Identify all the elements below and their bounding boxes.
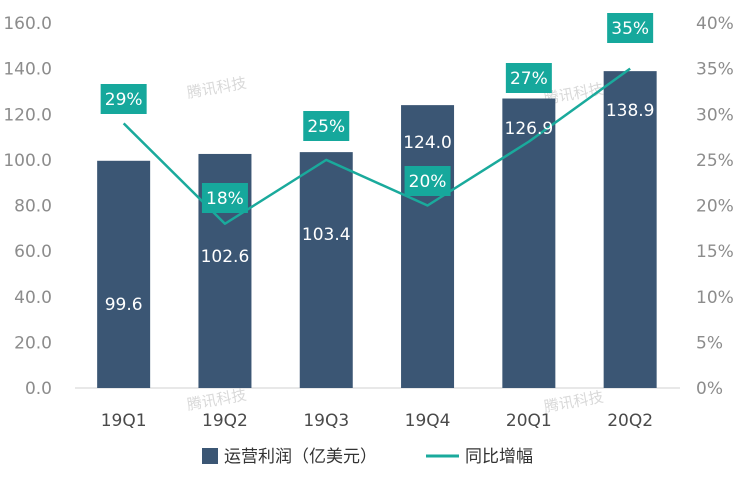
category-label: 19Q1 xyxy=(101,411,147,431)
bar-operating-profit xyxy=(299,152,353,388)
left-axis-tick-label: 80.0 xyxy=(14,197,52,217)
right-axis-tick-label: 35% xyxy=(696,60,734,80)
left-axis-tick-label: 120.0 xyxy=(3,105,52,125)
legend: 运营利润（亿美元） 同比增幅 xyxy=(202,447,533,467)
left-axis-tick-label: 100.0 xyxy=(3,151,52,171)
pct-value-label: 27% xyxy=(510,69,548,89)
category-label: 19Q2 xyxy=(202,411,248,431)
left-axis-tick-label: 40.0 xyxy=(14,288,52,308)
right-axis-tick-label: 20% xyxy=(696,197,734,217)
pct-labels: 29% 18% 25% 20% 27% 35% xyxy=(100,13,654,213)
category-label: 20Q2 xyxy=(607,411,653,431)
legend-bar-label: 运营利润（亿美元） xyxy=(224,447,377,467)
right-axis-tick-label: 10% xyxy=(696,288,734,308)
pct-label-box xyxy=(404,166,451,196)
bar-operating-profit xyxy=(603,71,657,389)
left-axis-tick-label: 160.0 xyxy=(3,14,52,34)
bar-value-label: 138.9 xyxy=(606,101,655,121)
right-axis-tick-label: 40% xyxy=(696,14,734,34)
pct-label-box xyxy=(505,63,552,93)
right-axis-tick-label: 5% xyxy=(696,333,723,353)
right-axis-tick-label: 0% xyxy=(696,379,723,399)
bar-labels: 99.6 102.6 103.4 124.0 126.9 138.9 xyxy=(105,101,655,315)
bar-value-label: 103.4 xyxy=(302,225,351,245)
pct-label-box xyxy=(303,111,350,141)
bar-operating-profit xyxy=(401,105,455,388)
pct-label-box xyxy=(201,183,248,213)
category-label: 19Q3 xyxy=(303,411,349,431)
legend-line-label: 同比增幅 xyxy=(465,447,533,467)
watermark-text: 腾讯科技 xyxy=(543,388,605,416)
left-axis: 0.0 20.0 40.0 60.0 80.0 100.0 120.0 140.0 160.0 xyxy=(3,14,680,399)
watermark-text: 腾讯科技 xyxy=(186,74,248,102)
right-axis-tick-label: 15% xyxy=(696,242,734,262)
right-axis: 0% 5% 10% 15% 20% 25% 30% 35% 40% xyxy=(696,14,734,399)
category-label: 19Q4 xyxy=(405,411,451,431)
pct-value-label: 25% xyxy=(307,117,345,137)
pct-value-label: 35% xyxy=(611,19,649,39)
left-axis-tick-label: 60.0 xyxy=(14,242,52,262)
pct-value-label: 29% xyxy=(105,90,143,110)
legend-bar-swatch xyxy=(202,448,218,464)
right-axis-tick-label: 25% xyxy=(696,151,734,171)
left-axis-tick-label: 0.0 xyxy=(25,379,52,399)
category-axis: 19Q1 19Q2 19Q3 19Q4 20Q1 20Q2 xyxy=(101,411,653,431)
pct-value-label: 18% xyxy=(206,189,244,209)
bar-operating-profit xyxy=(502,98,556,389)
right-axis-tick-label: 30% xyxy=(696,105,734,125)
pct-value-label: 20% xyxy=(409,172,447,192)
bar-value-label: 126.9 xyxy=(505,119,554,139)
bar-value-label: 102.6 xyxy=(201,247,250,267)
left-axis-tick-label: 20.0 xyxy=(14,333,52,353)
pct-label-box xyxy=(100,84,147,114)
left-axis-tick-label: 140.0 xyxy=(3,60,52,80)
bars xyxy=(97,71,657,389)
bar-value-label: 124.0 xyxy=(403,133,452,153)
category-label: 20Q1 xyxy=(506,411,552,431)
bar-operating-profit xyxy=(97,160,151,388)
pct-label-box xyxy=(607,13,654,43)
watermark-text: 腾讯科技 xyxy=(186,386,248,414)
bar-value-label: 99.6 xyxy=(105,295,143,315)
